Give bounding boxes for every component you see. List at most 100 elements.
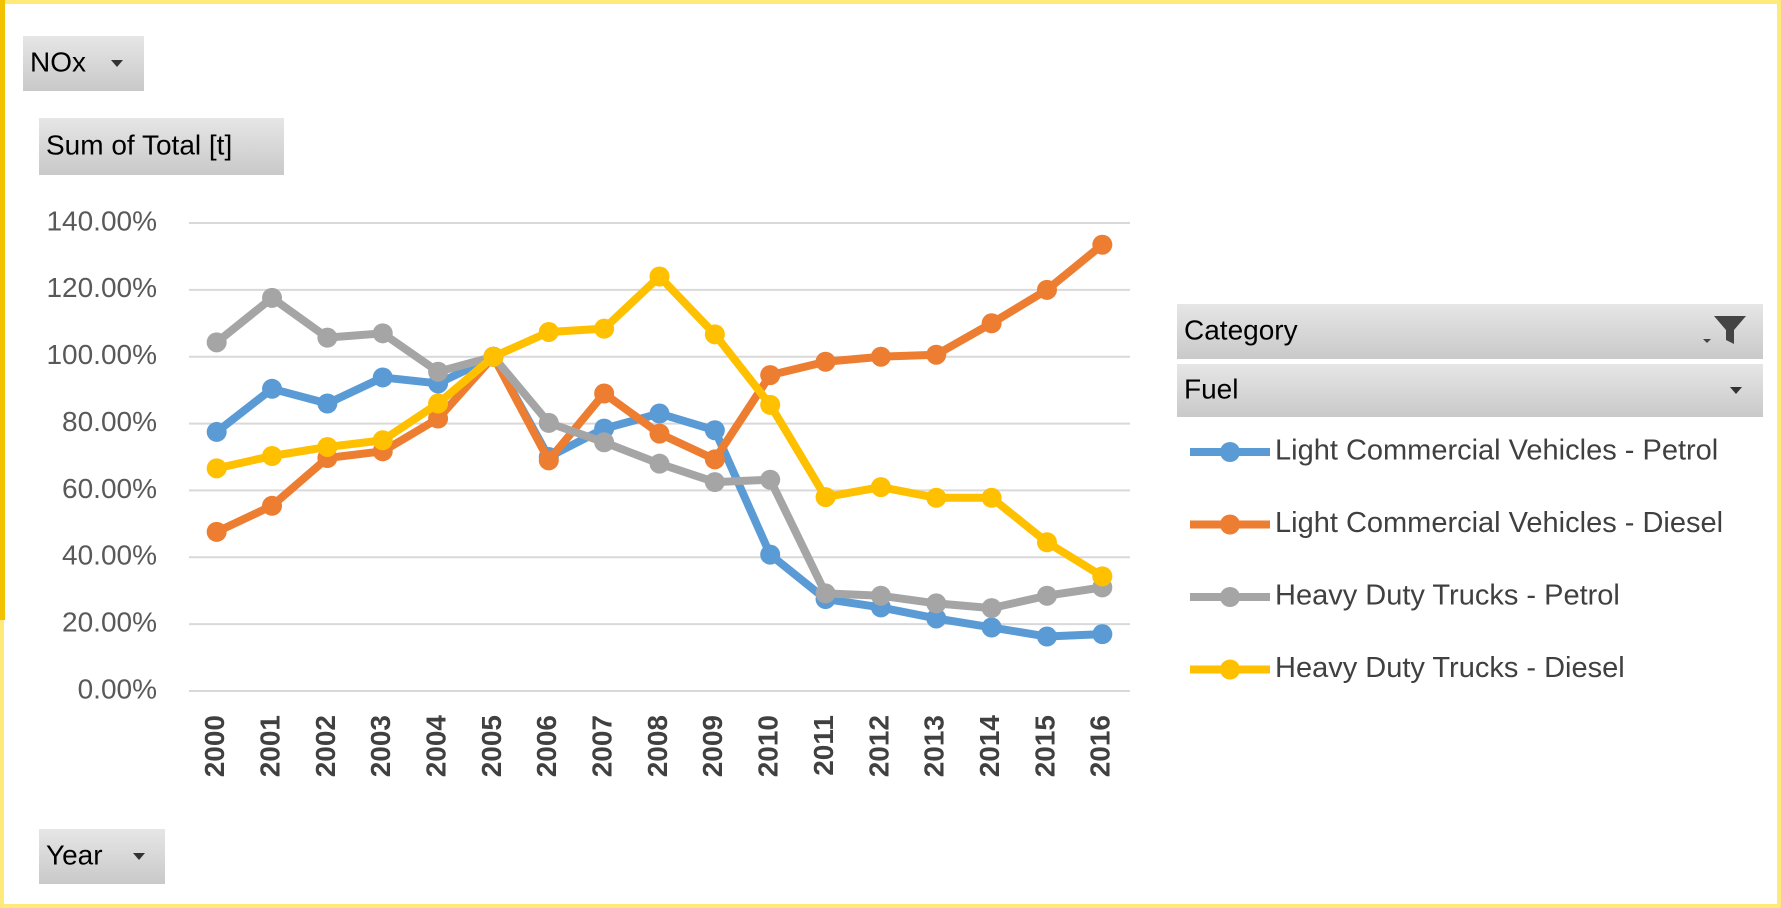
point: [372, 430, 393, 451]
point: [206, 521, 227, 542]
point: [538, 450, 559, 471]
point: [704, 420, 725, 441]
point: [594, 318, 615, 339]
legend-field-label: Category: [1184, 314, 1298, 345]
point: [870, 346, 891, 367]
x-tick-label: 2005: [476, 715, 507, 777]
point: [538, 412, 559, 433]
point: [815, 487, 836, 508]
point: [317, 436, 338, 457]
legend-label: Light Commercial Vehicles - Diesel: [1275, 507, 1723, 539]
point: [372, 323, 393, 344]
point: [704, 449, 725, 470]
point: [206, 458, 227, 479]
point: [926, 608, 947, 629]
x-tick-label: 2015: [1029, 715, 1060, 777]
point: [649, 403, 670, 424]
legend-marker: [1220, 514, 1240, 535]
point: [1036, 626, 1057, 647]
point: [981, 617, 1002, 638]
point: [372, 367, 393, 388]
value-label: Sum of Total [t]: [46, 129, 232, 160]
legend-marker: [1220, 587, 1240, 607]
point: [1092, 624, 1113, 645]
point: [483, 346, 504, 367]
filter-button[interactable]: NOx: [23, 36, 144, 91]
point: [262, 445, 283, 466]
point: [262, 287, 283, 308]
x-tick-label: 2013: [919, 715, 950, 777]
x-tick-label: 2010: [753, 715, 784, 777]
y-tick-label: 100.00%: [46, 339, 157, 370]
axis-label: Year: [46, 839, 103, 870]
y-tick-label: 40.00%: [62, 540, 157, 571]
x-tick-label: 2011: [808, 715, 839, 776]
point: [1036, 585, 1057, 606]
x-tick-label: 2003: [365, 715, 396, 777]
point: [926, 344, 947, 365]
point: [594, 432, 615, 453]
y-tick-label: 20.00%: [62, 607, 157, 638]
point: [981, 598, 1002, 619]
x-tick-label: 2014: [974, 715, 1005, 778]
point: [649, 453, 670, 474]
point: [317, 327, 338, 348]
x-tick-label: 2006: [531, 715, 562, 777]
point: [262, 378, 283, 399]
legend-field-button[interactable]: Fuel: [1177, 364, 1763, 417]
x-tick-label: 2009: [697, 715, 728, 777]
point: [262, 495, 283, 516]
legend-field-button[interactable]: Category: [1177, 304, 1763, 359]
point: [760, 544, 781, 565]
y-tick-label: 80.00%: [62, 406, 157, 437]
point: [649, 423, 670, 444]
y-tick-label: 0.00%: [78, 673, 157, 704]
axis-button[interactable]: Year: [39, 829, 165, 884]
point: [1036, 532, 1057, 553]
legend-label: Light Commercial Vehicles - Petrol: [1275, 435, 1718, 467]
x-tick-label: 2008: [642, 715, 673, 777]
point: [926, 487, 947, 508]
point: [981, 313, 1002, 334]
x-tick-label: 2000: [199, 715, 230, 777]
point: [704, 324, 725, 345]
y-tick-label: 120.00%: [46, 272, 157, 303]
point: [428, 408, 449, 429]
x-tick-label: 2012: [863, 715, 894, 777]
legend-label: Heavy Duty Trucks - Petrol: [1275, 580, 1620, 612]
point: [926, 593, 947, 614]
filter-label: NOx: [30, 46, 86, 77]
x-tick-label: 2016: [1085, 715, 1116, 777]
y-tick-label: 140.00%: [46, 205, 157, 236]
point: [815, 583, 836, 604]
point: [870, 477, 891, 498]
point: [760, 365, 781, 386]
point: [317, 393, 338, 414]
value-button[interactable]: Sum of Total [t]: [39, 118, 284, 175]
frame-edge: [0, 0, 5, 620]
point: [1092, 234, 1113, 255]
point: [206, 332, 227, 353]
point: [428, 361, 449, 382]
x-tick-label: 2002: [310, 715, 341, 777]
legend-marker: [1220, 659, 1240, 680]
point: [815, 351, 836, 372]
point: [981, 487, 1002, 508]
y-tick-label: 60.00%: [62, 473, 157, 504]
point: [1092, 566, 1113, 587]
point: [1036, 279, 1057, 300]
point: [594, 383, 615, 404]
legend-label: Heavy Duty Trucks - Diesel: [1275, 652, 1625, 684]
point: [206, 421, 227, 442]
x-tick-label: 2007: [587, 715, 618, 777]
point: [760, 394, 781, 415]
point: [760, 469, 781, 490]
legend-marker: [1220, 442, 1240, 462]
point: [538, 321, 559, 342]
point: [649, 266, 670, 287]
point: [870, 585, 891, 606]
x-tick-label: 2001: [254, 715, 285, 777]
x-tick-label: 2004: [420, 715, 451, 778]
point: [594, 418, 615, 439]
